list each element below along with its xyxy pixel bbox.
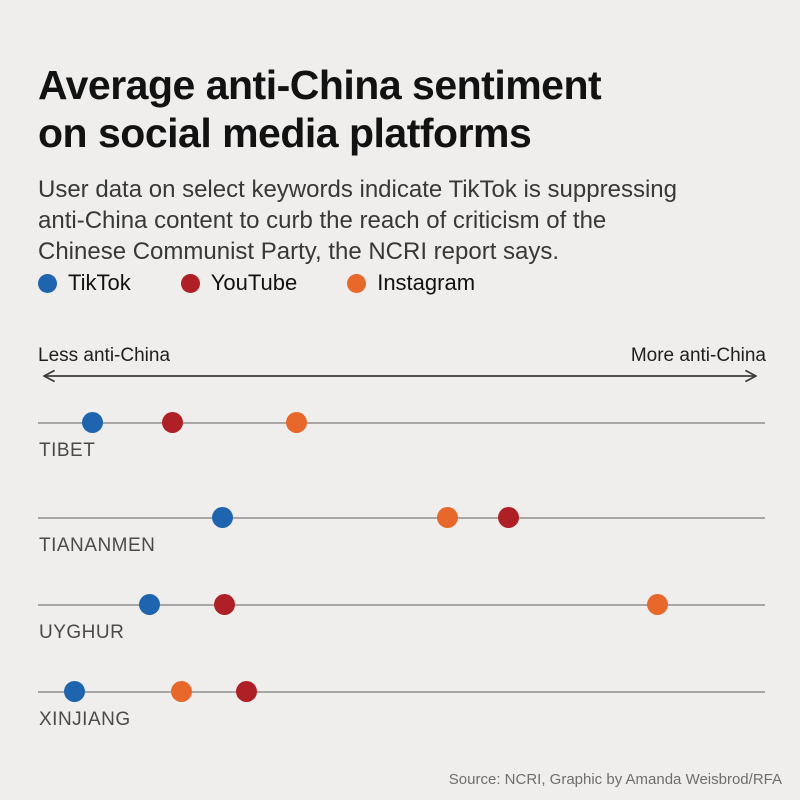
category-label: UYGHUR bbox=[39, 622, 125, 643]
data-point-youtube-tibet bbox=[161, 412, 183, 433]
data-point-tiktok-uyghur bbox=[139, 594, 161, 615]
row-axis-line bbox=[38, 604, 765, 606]
legend-label-instagram: Instagram bbox=[377, 270, 476, 295]
category-row-xinjiang: XINJIANG bbox=[38, 681, 765, 731]
axis-labels: Less anti-China More anti-China bbox=[38, 345, 766, 367]
category-label: TIBET bbox=[39, 440, 96, 461]
legend-item-instagram: Instagram bbox=[347, 270, 475, 296]
category-row-tibet: TIBET bbox=[38, 412, 765, 462]
data-point-tiktok-xinjiang bbox=[64, 681, 86, 702]
data-point-tiktok-tibet bbox=[81, 412, 103, 433]
title-line-2: on social media platforms bbox=[38, 110, 532, 157]
category-row-tiananmen: TIANANMEN bbox=[38, 507, 765, 557]
source-credit: Source: NCRI, Graphic by Amanda Weisbrod… bbox=[448, 771, 782, 788]
double-arrow-icon bbox=[43, 369, 757, 383]
row-axis-line bbox=[38, 517, 765, 519]
data-point-youtube-xinjiang bbox=[235, 681, 257, 702]
row-axis-line bbox=[38, 422, 765, 424]
legend-label-youtube: YouTube bbox=[210, 270, 298, 295]
category-row-uyghur: UYGHUR bbox=[38, 594, 765, 644]
legend-label-tiktok: TikTok bbox=[68, 270, 131, 295]
legend: TikTok YouTube Instagram bbox=[38, 270, 475, 296]
data-point-instagram-xinjiang bbox=[171, 681, 193, 702]
subtitle-line-2: anti-China content to curb the reach of … bbox=[38, 207, 607, 234]
row-axis-line bbox=[38, 691, 765, 693]
category-label: TIANANMEN bbox=[39, 535, 156, 556]
instagram-dot-icon bbox=[347, 273, 367, 293]
page-title: Average anti-China sentiment on social m… bbox=[38, 61, 602, 157]
category-label: XINJIANG bbox=[39, 709, 131, 730]
data-point-instagram-tiananmen bbox=[437, 507, 459, 528]
dot-plot: TIBET TIANANMEN UYGHUR XINJIANG bbox=[38, 0, 765, 800]
title-line-1: Average anti-China sentiment bbox=[38, 62, 602, 109]
data-point-instagram-tibet bbox=[286, 412, 308, 433]
axis-label-more: More anti-China bbox=[630, 345, 766, 366]
subtitle-line-3: Chinese Communist Party, the NCRI report… bbox=[38, 238, 560, 265]
youtube-dot-icon bbox=[180, 273, 200, 293]
data-point-instagram-uyghur bbox=[646, 594, 668, 615]
data-point-youtube-tiananmen bbox=[498, 507, 520, 528]
legend-item-youtube: YouTube bbox=[180, 270, 298, 296]
subtitle: User data on select keywords indicate Ti… bbox=[38, 174, 677, 267]
tiktok-dot-icon bbox=[38, 273, 57, 293]
subtitle-line-1: User data on select keywords indicate Ti… bbox=[38, 176, 677, 203]
axis-label-less: Less anti-China bbox=[38, 345, 171, 366]
legend-item-tiktok: TikTok bbox=[38, 270, 131, 296]
data-point-tiktok-tiananmen bbox=[211, 507, 233, 528]
data-point-youtube-uyghur bbox=[214, 594, 236, 615]
